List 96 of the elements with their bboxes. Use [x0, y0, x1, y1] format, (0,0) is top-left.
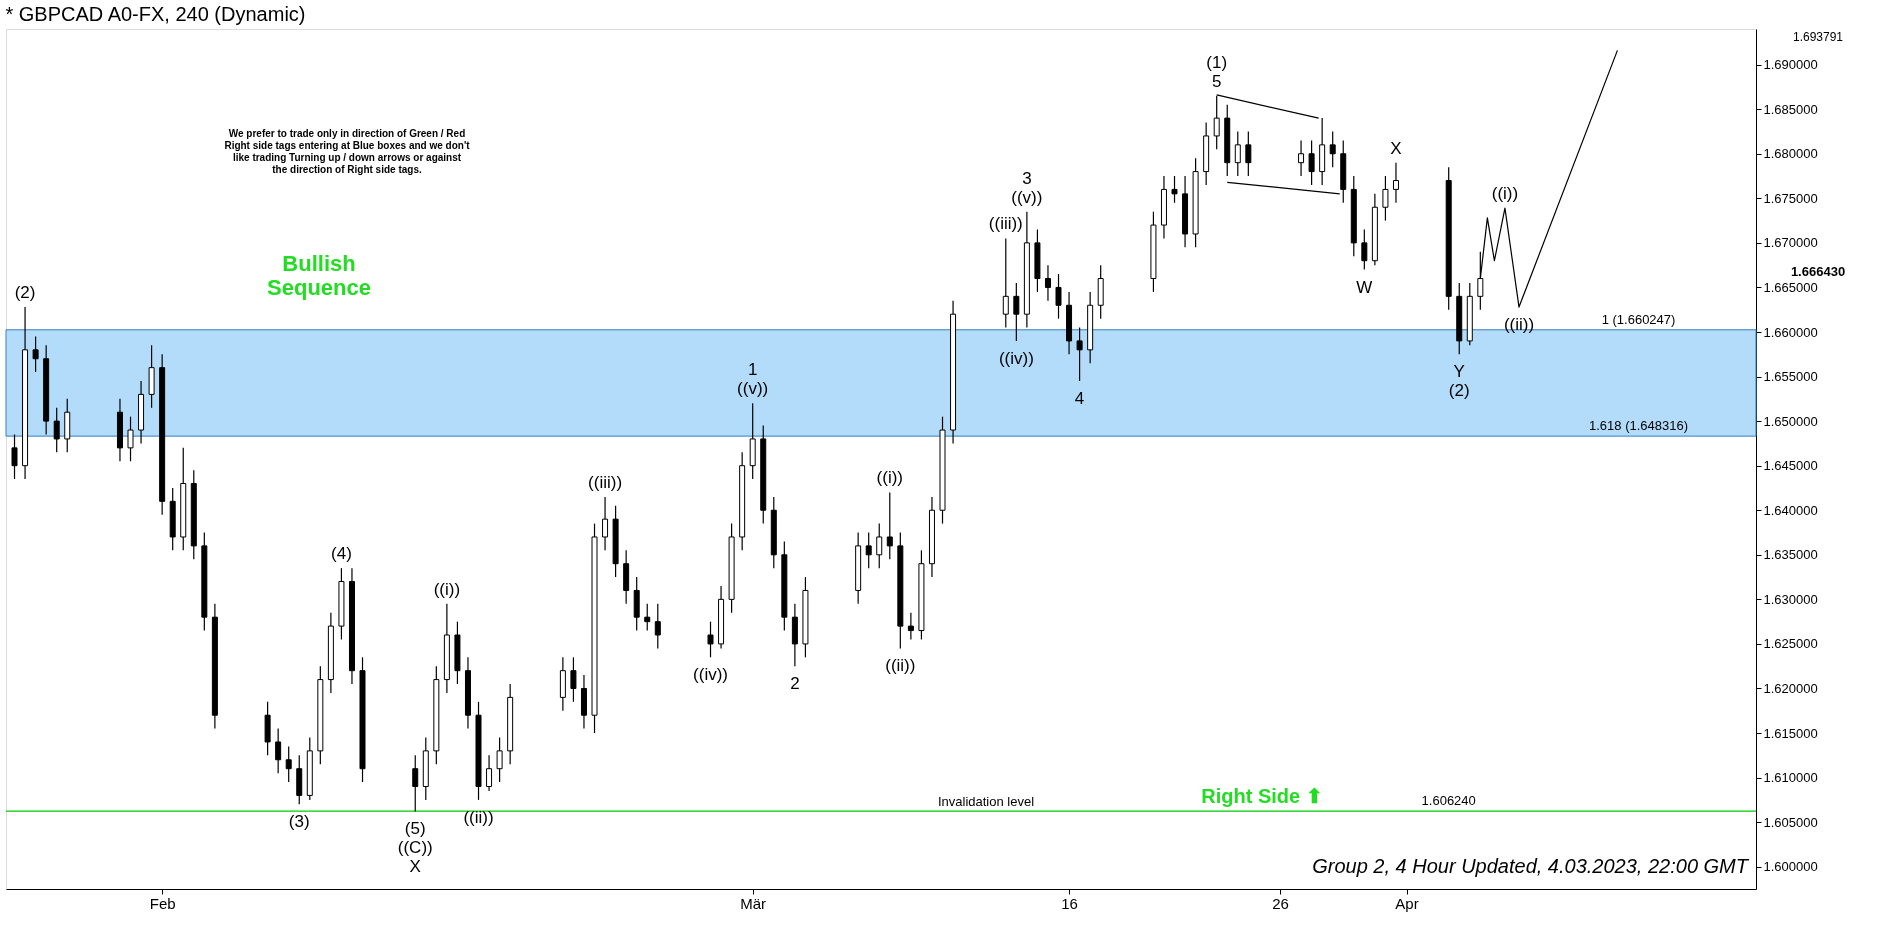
annotation: W	[1356, 277, 1373, 297]
annotation: (1)	[1206, 52, 1228, 72]
annotation: Y	[1453, 362, 1465, 382]
candlestick	[602, 496, 609, 551]
x-tick-label: Mär	[740, 894, 767, 912]
y-tick-label: 1.665000	[1763, 279, 1818, 295]
candlestick	[11, 433, 18, 480]
annotation: ((iv))	[693, 665, 728, 685]
x-tick-label: Feb	[149, 894, 176, 912]
candlestick	[1329, 130, 1336, 168]
y-tick-label: 1.625000	[1763, 636, 1818, 652]
candlestick	[1382, 175, 1389, 222]
y-tick-label: 1.650000	[1763, 413, 1818, 429]
y-tick-label: 1.685000	[1763, 101, 1818, 117]
annotation: ((iv))	[998, 348, 1034, 368]
annotation: Group 2, 4 Hour Updated, 4.03.2023, 22:00 GMT	[1312, 855, 1750, 877]
annotation: 5	[1211, 71, 1222, 91]
line-series	[1479, 49, 1619, 308]
candlestick	[1013, 282, 1020, 342]
candlestick	[53, 407, 60, 453]
x-tick-label: Apr	[1395, 894, 1419, 912]
candlestick	[876, 523, 883, 569]
y-tick-label: 1.655000	[1763, 369, 1818, 385]
candlestick	[1234, 130, 1241, 177]
annotation: (5)	[404, 819, 426, 839]
y-tick-label: 1.645000	[1763, 458, 1818, 474]
candlestick	[1044, 264, 1051, 302]
y-tick-label: 1.615000	[1763, 725, 1818, 741]
y-tick-label: 1.605000	[1763, 814, 1818, 830]
y-tick-label: 1.620000	[1763, 680, 1818, 696]
y-tick-label: 1.690000	[1763, 57, 1818, 73]
annotation: We prefer to trade only in direction of Green / Red Right side tags entering at Blue boxes and we don't like trading Turning up / down arrows or against the direction of Right side tags.	[224, 128, 471, 175]
candlestick	[275, 727, 282, 774]
x-tick-label: 16	[1061, 894, 1078, 912]
text: 1.666430	[1790, 264, 1846, 279]
annotation: ((i))	[876, 468, 903, 488]
candlestick	[644, 603, 651, 632]
y-tick-label: 1.640000	[1763, 502, 1818, 518]
ref-line-label: Invalidation level	[937, 794, 1035, 810]
y-tick-label: 1.610000	[1763, 770, 1818, 786]
y-tick-label: 1.670000	[1763, 235, 1818, 251]
candlestick	[486, 754, 493, 792]
annotation: ((i))	[433, 579, 461, 599]
candlestick	[865, 531, 872, 569]
annotation: 2	[790, 674, 800, 694]
annotation: 4	[1074, 389, 1085, 409]
y-tick-label: 1.660000	[1763, 324, 1818, 340]
text: 1.693791	[1792, 30, 1844, 44]
annotation: 3	[1022, 168, 1032, 188]
candlestick	[127, 416, 134, 462]
y-tick-label: 1.675000	[1763, 190, 1818, 206]
annotation: ((iii))	[588, 472, 623, 492]
annotation: ((ii))	[463, 807, 494, 827]
annotation: ((iii))	[988, 214, 1023, 234]
y-tick-label: 1.635000	[1763, 547, 1818, 563]
candlestick	[886, 491, 893, 560]
annotation: X	[409, 857, 421, 877]
candlestick	[1361, 228, 1368, 271]
candlestick	[32, 335, 39, 373]
candlestick	[907, 612, 914, 641]
candlestick	[570, 656, 577, 703]
annotation: ((C))	[397, 838, 433, 858]
annotation: ((v))	[1011, 187, 1043, 207]
annotation: Bullish Sequence	[267, 251, 371, 300]
annotation: 1	[747, 360, 758, 380]
candlestick	[654, 603, 661, 649]
annotation: X	[1390, 138, 1402, 158]
candlestick	[496, 736, 503, 783]
candlestick	[1213, 95, 1220, 150]
annotation: 1.618 (1.648316)	[1589, 418, 1689, 434]
candlestick	[1245, 130, 1252, 177]
annotation: (2)	[1448, 381, 1470, 401]
annotation: (4)	[331, 544, 352, 564]
candlestick	[285, 745, 292, 783]
x-tick-label: 26	[1272, 894, 1289, 912]
y-tick-label: 1.680000	[1763, 146, 1818, 162]
candlestick	[1308, 139, 1315, 186]
candlestick	[1055, 273, 1062, 320]
candlestick	[1392, 162, 1399, 204]
annotation: 1 (1.660247)	[1601, 311, 1676, 327]
candlestick	[1298, 139, 1305, 177]
annotation: ((v))	[737, 379, 769, 399]
candlestick	[707, 621, 714, 658]
candlestick	[1171, 175, 1178, 204]
candlestick	[1002, 237, 1009, 329]
candlestick	[1076, 326, 1083, 382]
chart-title: * GBPCAD A0-FX, 240 (Dynamic)	[5, 3, 306, 25]
y-tick-label: 1.630000	[1763, 591, 1818, 607]
annotation: Right Side ⬆	[1201, 785, 1323, 807]
annotation: ((i))	[1491, 184, 1519, 204]
annotation: (3)	[288, 812, 310, 832]
candlestick	[412, 754, 419, 813]
annotation: 1.606240	[1421, 793, 1476, 809]
annotation: ((ii))	[885, 656, 916, 676]
y-tick-label: 1.600000	[1763, 859, 1818, 875]
annotation: (2)	[14, 283, 36, 303]
